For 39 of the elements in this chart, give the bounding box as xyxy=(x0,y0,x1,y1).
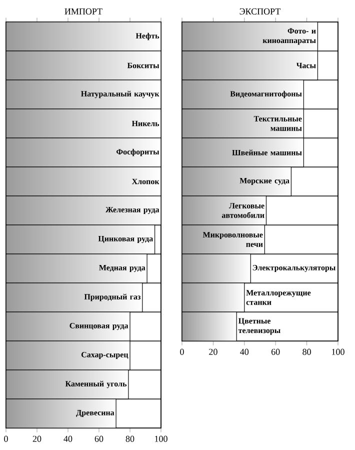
x-tick-label: 20 xyxy=(32,436,42,442)
x-tick-label: 60 xyxy=(271,348,280,355)
y-tick-label: Микроволновые печи xyxy=(202,232,263,247)
y-tick-label: Электрокалькуляторы xyxy=(252,264,336,272)
y-tick-label: Швейные машины xyxy=(232,150,302,156)
y-tick-label: Фото- и киноаппараты xyxy=(262,28,316,45)
x-tick-label: 40 xyxy=(64,436,72,442)
chart-title: ИМПОРТ xyxy=(64,8,102,14)
y-tick-label: Металлорежущие станки xyxy=(246,290,311,305)
y-tick-label: Древесина xyxy=(76,410,114,417)
y-tick-label: Часы xyxy=(296,62,316,68)
y-tick-label: Никель xyxy=(132,120,160,126)
x-tick-label: 60 xyxy=(94,436,104,442)
y-tick-label: Медная руда xyxy=(99,265,146,272)
x-tick-label: 80 xyxy=(126,436,134,442)
y-tick-label: Видеомагнитофоны xyxy=(230,90,302,98)
y-tick-label: Текстильные машины xyxy=(254,116,302,131)
y-tick-label: Натуральный каучук xyxy=(81,90,160,98)
y-tick-label: Сахар-сырец xyxy=(81,352,128,360)
x-tick-label: 0 xyxy=(4,436,8,442)
y-tick-label: Цветные телевизоры xyxy=(238,318,280,335)
y-tick-label: Легковые автомобили xyxy=(222,203,264,218)
x-tick-label: 80 xyxy=(302,348,311,355)
y-tick-label: Железная руда xyxy=(106,207,160,214)
x-tick-label: 0 xyxy=(180,348,184,355)
y-tick-label: Природный газ xyxy=(84,294,140,302)
y-tick-label: Свинцовая руда xyxy=(70,322,128,330)
y-tick-label: Фосфориты xyxy=(116,148,160,156)
y-tick-label: Хлопок xyxy=(132,178,160,184)
x-tick-label: 40 xyxy=(240,348,249,355)
y-tick-label: Морские суда xyxy=(240,178,290,185)
y-tick-label: Цинковая руда xyxy=(98,236,153,243)
chart-title: ЭКСПОРТ xyxy=(240,8,281,14)
x-tick-label: 100 xyxy=(155,436,168,442)
y-tick-label: Каменный уголь xyxy=(65,380,127,388)
x-tick-label: 100 xyxy=(332,348,344,355)
x-tick-label: 20 xyxy=(209,348,218,355)
y-tick-label: Бокситы xyxy=(127,62,160,68)
y-tick-label: Нефть xyxy=(136,32,160,40)
